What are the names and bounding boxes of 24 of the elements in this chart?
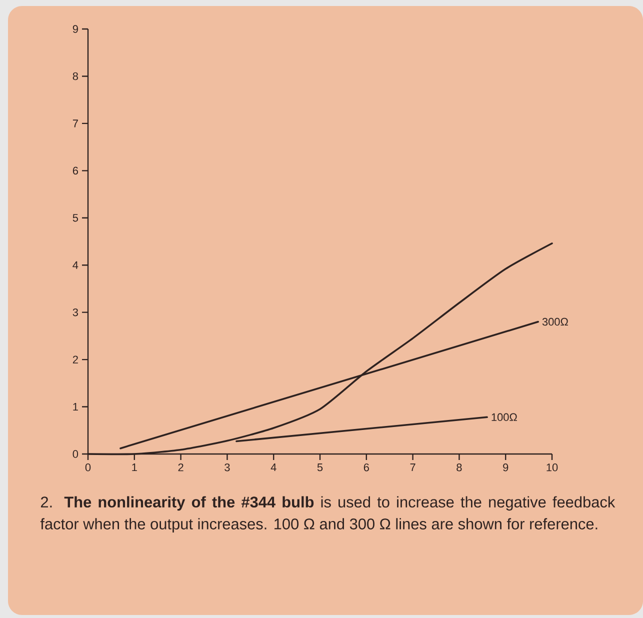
x-tick-label: 4 [270, 464, 276, 472]
y-tick-label: 9 [72, 25, 78, 33]
y-tick-label: 4 [72, 261, 78, 269]
x-tick-label: 8 [456, 464, 462, 472]
y-tick-label: 7 [72, 120, 78, 128]
text: 2. The nonlinearity of the #344 bulb is used to increase the negative feedback factor when the output increases. 100 Ω and 300 Ω lines are shown for reference. [40, 496, 616, 533]
x-tick-label: 0 [85, 464, 91, 472]
x-tick-label: 9 [503, 464, 508, 472]
series-label: 300Ω [542, 318, 568, 326]
y-tick-label: 8 [72, 72, 78, 80]
x-tick-label: 2 [178, 464, 184, 472]
y-tick-label: 2 [72, 356, 78, 364]
x-tick-label: 1 [132, 464, 137, 472]
x-tick-label: 6 [364, 464, 369, 472]
x-tick-label: 3 [224, 464, 230, 472]
x-tick-label: 7 [410, 464, 416, 472]
series-label: 100Ω [492, 413, 517, 422]
y-tick-label: 0 [72, 450, 78, 458]
y-tick-label: 5 [72, 214, 78, 222]
y-tick-label: 6 [72, 166, 78, 175]
y-tick-label: 3 [72, 308, 78, 316]
x-tick-label: 10 [546, 464, 558, 472]
y-tick-label: 1 [73, 403, 78, 411]
x-tick-label: 5 [317, 464, 323, 472]
